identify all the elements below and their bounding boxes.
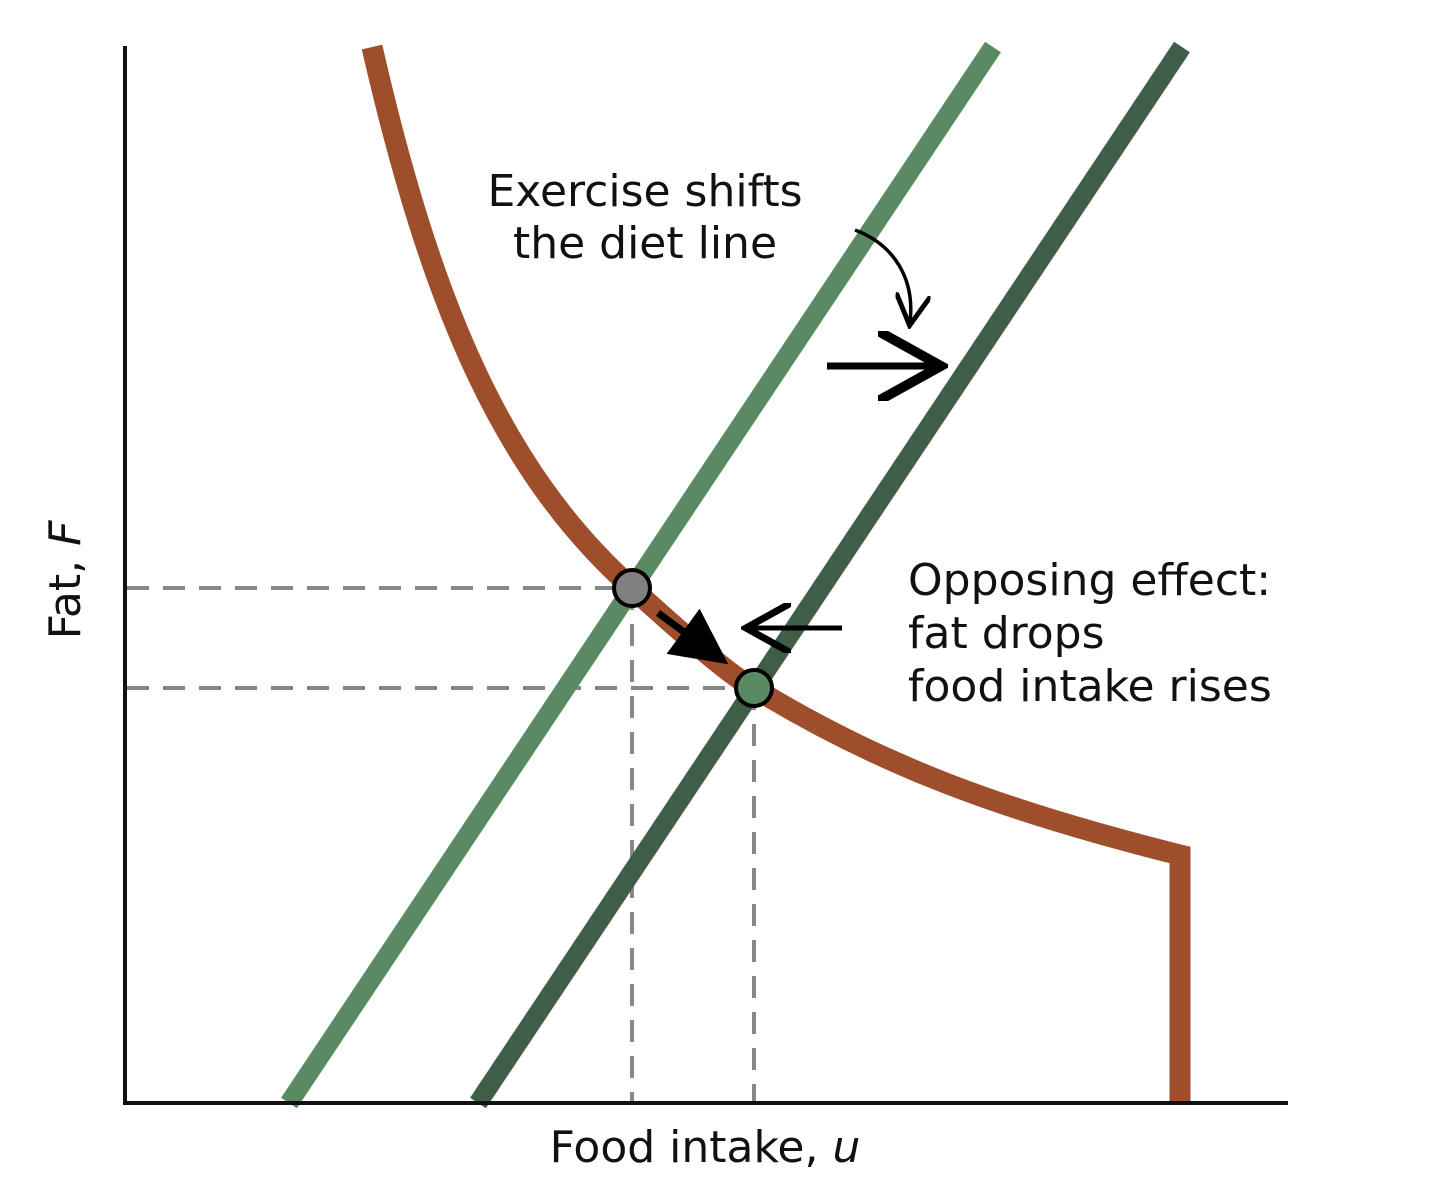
y-axis-label: Fat, F — [40, 520, 91, 639]
equilibrium-point-after — [734, 668, 774, 708]
x-axis-label-symbol: u — [832, 1122, 860, 1173]
annotation-shift-line2: the diet line — [513, 218, 777, 269]
x-axis-label: Food intake, u — [550, 1122, 861, 1173]
annotation-opposing-line1: Opposing effect: — [908, 555, 1271, 606]
y-axis-label-symbol: F — [40, 520, 91, 546]
annotation-opposing-line2: fat drops — [908, 608, 1105, 659]
guide-lines — [127, 586, 756, 1103]
equilibrium-point-before — [612, 568, 652, 608]
diet-line-after — [470, 41, 1190, 1109]
annotation-shift-line1: Exercise shifts — [487, 166, 802, 217]
x-axis-label-text: Food intake, — [550, 1122, 833, 1173]
axes — [123, 46, 1288, 1105]
annotation-opposing-line3: food intake rises — [908, 661, 1272, 712]
y-axis-label-text: Fat, — [40, 546, 91, 639]
curved-arrow — [854, 228, 911, 322]
movement-arrow — [655, 608, 729, 665]
